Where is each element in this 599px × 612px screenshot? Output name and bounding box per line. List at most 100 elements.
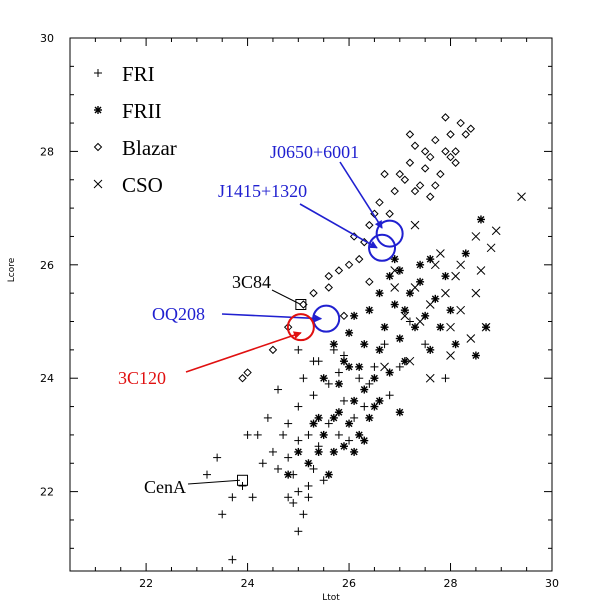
fri-point	[360, 402, 369, 411]
fri-point	[319, 476, 328, 485]
frii-point	[294, 447, 303, 456]
blazar-point	[339, 311, 349, 321]
annotation-arrow-cena	[187, 479, 241, 485]
blazar-point	[385, 209, 394, 218]
fri-point	[213, 453, 222, 462]
legend: FRI FRII Blazar CSO	[93, 62, 177, 197]
highlight-circle	[312, 304, 341, 333]
legend-label-frii: FRII	[122, 99, 162, 123]
square-point	[295, 299, 307, 310]
fri-point	[294, 527, 303, 536]
frii-point	[426, 345, 435, 354]
frii-point	[370, 374, 379, 383]
blazar-point	[238, 374, 247, 383]
blazar-point	[405, 158, 415, 167]
frii-point	[324, 470, 333, 479]
frii-point	[446, 306, 455, 315]
frii-point	[360, 436, 369, 445]
blazar-point	[446, 152, 455, 162]
frii-point	[365, 413, 374, 422]
frii-point	[375, 345, 384, 354]
cso-point	[456, 260, 466, 270]
plot-frame	[69, 37, 553, 572]
fri-point	[334, 430, 343, 439]
frii-point	[476, 215, 485, 224]
blazar-point	[436, 169, 445, 179]
frii-point	[451, 340, 460, 349]
frii-point	[441, 272, 450, 281]
highlight-circle	[375, 219, 404, 248]
blazar-point	[268, 345, 278, 355]
frii-point	[360, 340, 369, 349]
cso-point	[446, 322, 455, 332]
frii-point	[334, 408, 343, 417]
annotation-arrow-oq208	[221, 313, 323, 323]
fri-point	[441, 374, 450, 383]
frii-point	[436, 323, 445, 332]
x-axis-title: Ltot	[322, 593, 340, 603]
frii-point	[345, 328, 354, 337]
fri-point	[228, 555, 237, 564]
annotation-arrow-j1415-1320	[299, 203, 378, 249]
blazar-point	[451, 147, 460, 156]
frii-point	[471, 351, 480, 360]
plot-border	[69, 37, 553, 572]
y-tick-label: 28	[40, 145, 54, 158]
blazar-point	[415, 181, 425, 190]
fri-point	[304, 481, 313, 490]
frii-point	[345, 362, 354, 371]
fri-point	[309, 357, 318, 366]
blazar-point	[410, 186, 420, 196]
frii-point	[314, 413, 323, 422]
y-axis-title: Lcore	[7, 257, 17, 282]
frii-point	[355, 430, 364, 439]
blazar-point	[426, 152, 435, 162]
fri-point	[299, 374, 308, 383]
annotation-arrow-3c84	[271, 289, 302, 305]
fri-point	[294, 345, 303, 354]
y-tick-label: 26	[40, 259, 54, 272]
fri-point	[299, 510, 308, 519]
frii-point	[319, 374, 328, 383]
x-tick-label: 30	[545, 577, 559, 590]
fri-point	[258, 459, 267, 468]
frii-point	[329, 413, 338, 422]
x-tick-label: 28	[444, 577, 458, 590]
cso-point	[410, 283, 420, 292]
blazar-point	[405, 130, 415, 139]
fri-point	[284, 493, 293, 502]
legend-marker-blazar	[93, 142, 103, 152]
x-tick-label: 24	[241, 577, 255, 590]
annotations: 3C84 OQ208 3C120 J1415+1320 J0650+6001 CenA	[118, 142, 404, 497]
frii-point	[370, 402, 379, 411]
fri-point	[380, 340, 389, 349]
frii-point	[400, 357, 409, 366]
blazar-point	[309, 288, 318, 298]
blazar-point	[461, 130, 470, 139]
cso-point	[390, 283, 400, 292]
legend-marker-fri	[94, 69, 102, 77]
blazar-point	[395, 169, 404, 179]
fri-point	[324, 379, 333, 388]
blazar-point	[365, 277, 374, 287]
cso-point	[476, 266, 486, 275]
blazar-point	[360, 237, 369, 247]
fri-point	[228, 493, 237, 502]
cso-point	[400, 311, 410, 321]
blazar-point	[380, 169, 389, 179]
frii-point	[365, 306, 374, 315]
cso-point	[425, 300, 435, 309]
fri-point	[385, 391, 394, 400]
y-tick-label: 22	[40, 486, 54, 499]
legend-marker-cso	[93, 179, 103, 189]
cso-point	[425, 373, 435, 383]
fri-point	[289, 498, 298, 507]
frii-point	[416, 277, 425, 286]
blazar-point	[431, 135, 440, 145]
frii-point	[395, 334, 404, 343]
frii-point	[309, 419, 318, 428]
cso-point	[436, 249, 445, 258]
fri-point	[304, 430, 313, 439]
blazar-point	[375, 198, 384, 207]
frii-point	[390, 255, 399, 264]
